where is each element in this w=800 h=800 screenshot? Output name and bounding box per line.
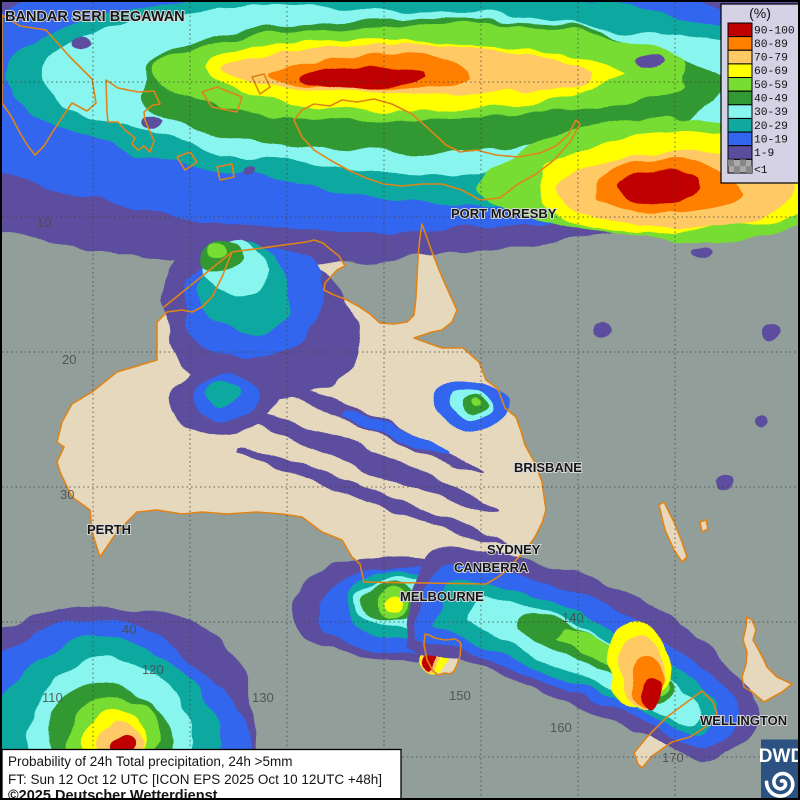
svg-text:40-49: 40-49 xyxy=(754,94,788,106)
svg-text:30-39: 30-39 xyxy=(754,107,788,119)
svg-text:90-100: 90-100 xyxy=(754,25,795,37)
svg-text:110: 110 xyxy=(42,690,63,705)
svg-text:20-29: 20-29 xyxy=(754,121,788,133)
svg-text:SYDNEY: SYDNEY xyxy=(487,542,541,557)
svg-text:120: 120 xyxy=(142,662,164,677)
svg-text:BRISBANE: BRISBANE xyxy=(514,460,582,475)
svg-text:WELLINGTON: WELLINGTON xyxy=(700,713,787,728)
svg-text:©2025 Deutscher Wetterdienst: ©2025 Deutscher Wetterdienst xyxy=(8,788,218,800)
svg-text:CANBERRA: CANBERRA xyxy=(454,560,529,575)
svg-text:Probability of 24h Total preci: Probability of 24h Total precipitation, … xyxy=(8,754,293,769)
svg-text:140: 140 xyxy=(562,610,584,625)
svg-text:FT: Sun 12 Oct 12 UTC [ICON EP: FT: Sun 12 Oct 12 UTC [ICON EPS 2025 Oct… xyxy=(8,772,382,787)
svg-text:70-79: 70-79 xyxy=(754,53,788,65)
svg-text:40: 40 xyxy=(122,622,136,637)
svg-text:MELBOURNE: MELBOURNE xyxy=(400,589,484,604)
svg-text:BANDAR SERI BEGAWAN: BANDAR SERI BEGAWAN xyxy=(5,9,185,25)
svg-text:PERTH: PERTH xyxy=(87,522,131,537)
svg-text:DWD: DWD xyxy=(759,746,800,767)
svg-text:130: 130 xyxy=(252,690,274,705)
svg-text:80-89: 80-89 xyxy=(754,39,788,51)
svg-text:30: 30 xyxy=(60,487,74,502)
svg-text:10-19: 10-19 xyxy=(754,134,788,146)
svg-text:170: 170 xyxy=(662,750,684,765)
svg-text:1-9: 1-9 xyxy=(754,148,774,160)
svg-text:10: 10 xyxy=(37,215,51,230)
svg-text:(%): (%) xyxy=(749,5,771,21)
svg-text:150: 150 xyxy=(449,688,471,703)
svg-text:20: 20 xyxy=(62,352,76,367)
svg-text:PORT MORESBY: PORT MORESBY xyxy=(451,206,557,221)
svg-text:160: 160 xyxy=(550,720,572,735)
svg-text:<1: <1 xyxy=(754,165,768,177)
svg-text:60-69: 60-69 xyxy=(754,66,788,78)
svg-text:50-59: 50-59 xyxy=(754,80,788,92)
